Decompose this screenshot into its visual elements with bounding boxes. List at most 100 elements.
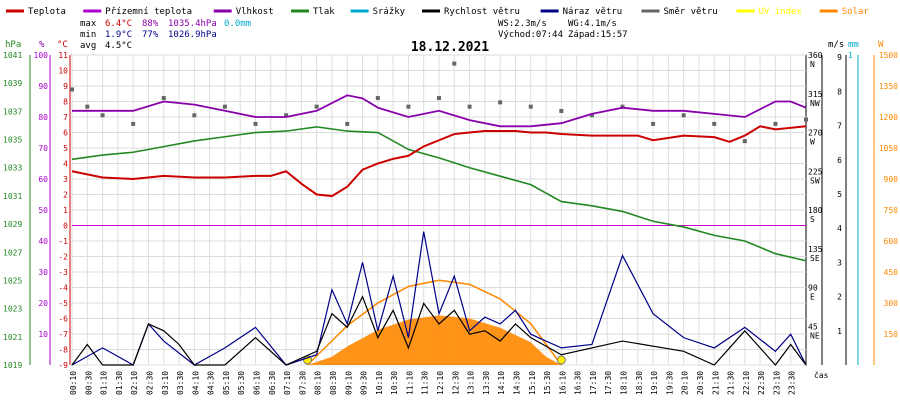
tick-dir-deg: 45 [808,322,818,331]
tick-degc: -5 [58,299,68,308]
tick-x: 21:10 [711,371,720,395]
tick-degc: 2 [63,191,68,200]
tick-x: 15:30 [543,371,552,395]
tick-ms: 6 [837,156,842,165]
axis-unit-mm: mm [848,40,859,50]
series-pressure [71,126,807,262]
series-wind-dir-point [712,121,717,126]
tick-x: 01:10 [100,371,109,395]
tick-x: 08:30 [329,371,338,395]
tick-x: 14:10 [497,371,506,395]
tick-degc: -8 [58,346,68,355]
series-wind-dir-point [70,87,74,92]
legend-label: Tlak [313,7,335,17]
legend-label: Směr větru [664,7,718,17]
tick-degc: -6 [58,315,68,324]
tick-dir-deg: 315 [808,90,823,99]
tick-x: 22:30 [757,371,766,395]
stat-max-rain: 0.0mm [224,19,251,29]
tick-w: 1350 [879,82,898,91]
stat-max-press: 1035.4hPa [168,19,217,29]
tick-w: 600 [884,237,899,246]
series-wind-dir-point [498,100,503,105]
tick-degc: 1 [63,206,68,215]
series-wind-dir-point [314,104,319,109]
tick-x: 00:10 [69,371,78,395]
tick-x: 09:30 [360,371,369,395]
tick-x: 18:30 [635,371,644,395]
tick-x: 08:10 [314,371,323,395]
tick-hpa: 1019 [3,361,22,370]
series-wind-dir-point [559,108,564,113]
tick-x: 06:10 [253,371,262,395]
tick-degc: 11 [58,51,68,60]
tick-ms: 3 [837,258,842,267]
tick-degc: -9 [58,361,68,370]
tick-degc: 6 [63,129,68,138]
series-wind-dir-point [284,113,289,118]
series-wind-dir-point [528,104,533,109]
tick-x: 04:30 [207,371,216,395]
stat-avg-label: avg [80,41,96,51]
legend-label: Náraz větru [563,7,623,17]
series-wind-dir-point [681,113,686,118]
tick-dir-label: NE [810,331,820,340]
series-wind-dir-point [222,104,227,109]
tick-hpa: 1029 [3,220,22,229]
tick-pct: 50 [38,206,48,215]
tick-x: 20:30 [696,371,705,395]
info-sunset: Západ:15:57 [568,30,628,40]
tick-x: 05:30 [237,371,246,395]
tick-x: 16:10 [558,371,567,395]
series-wind-dir-point [192,113,197,118]
tick-w: 1200 [879,113,898,122]
tick-x: 22:10 [742,371,751,395]
tick-x: 16:30 [574,371,583,395]
series-wind-dir-point [467,104,472,109]
tick-dir-label: S [810,215,815,224]
series-temperature [71,125,807,198]
tick-w: 750 [884,206,899,215]
tick-dir-label: SE [810,254,820,263]
tick-x: 17:30 [604,371,613,395]
tick-x: 03:30 [176,371,185,395]
legend-label: Vlhkost [236,7,274,17]
tick-x: 12:10 [436,371,445,395]
stat-max-label: max [80,19,97,29]
tick-x: 20:10 [681,371,690,395]
stat-min-temp: 1.9°C [105,30,132,40]
tick-w: 150 [884,330,899,339]
tick-degc: 3 [63,175,68,184]
tick-w: 1050 [879,144,898,153]
tick-dir-label: NW [810,99,820,108]
stat-avg-temp: 4.5°C [105,41,132,51]
tick-x: 10:30 [390,371,399,395]
header-text: 18.12.2021 max 6.4°C 88% 1035.4hPa 0.0mm… [80,19,628,55]
tick-x: 17:10 [589,371,598,395]
tick-hpa: 1037 [3,107,22,116]
series-wind-dir-point [589,113,594,118]
tick-pct: 20 [38,299,48,308]
series-wind-dir-point [345,121,350,126]
series-solar [307,315,562,365]
tick-pct: 40 [38,237,48,246]
tick-dir-label: SW [810,176,820,185]
stat-min-press: 1026.9hPa [168,30,217,40]
tick-x: 14:30 [512,371,521,395]
stat-max-temp: 6.4°C [105,19,132,29]
legend-label: Rychlost větru [444,7,520,17]
tick-w: 1500 [879,51,898,60]
tick-degc: 4 [63,160,68,169]
tick-x: 06:30 [268,371,277,395]
tick-degc: -3 [58,268,68,277]
legend: Teplota Přízemní teplota Vlhkost Tlak Srážky… [6,7,869,17]
tick-degc: 8 [63,98,68,107]
tick-x: 03:10 [161,371,170,395]
tick-pct: 10 [38,330,48,339]
tick-x: 13:30 [482,371,491,395]
tick-x: 07:10 [283,371,292,395]
tick-x: 05:10 [222,371,231,395]
tick-x: 23:10 [772,371,781,395]
grid [71,54,807,366]
